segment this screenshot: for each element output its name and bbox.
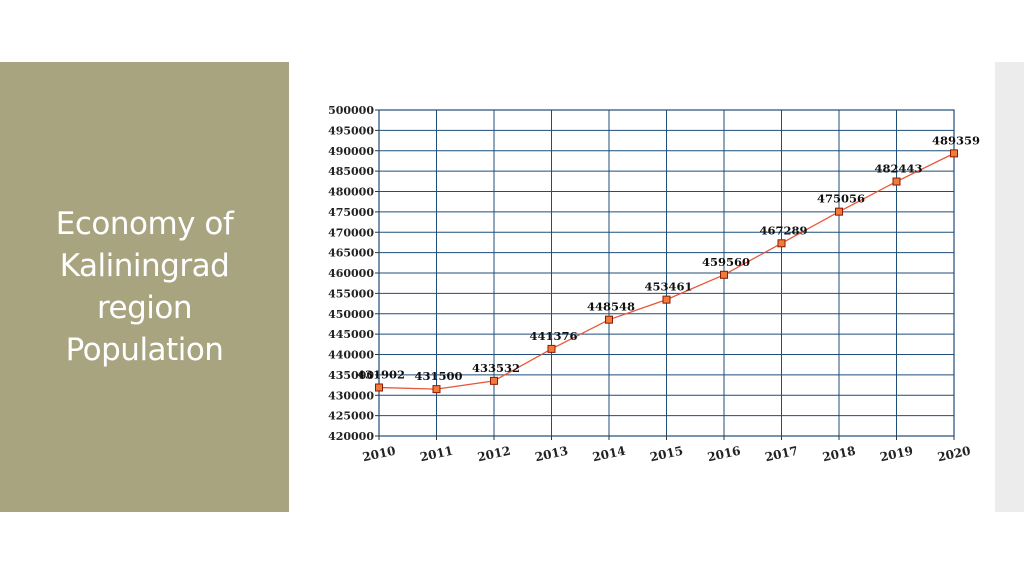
slide-title-line-2: Kaliningrad (59, 248, 230, 284)
data-point-label: 433532 (472, 361, 520, 375)
data-point-marker (835, 207, 843, 216)
y-tick-label: 485000 (328, 165, 374, 178)
y-tick-label: 475000 (328, 206, 374, 219)
data-point-label: 482443 (874, 162, 922, 176)
slide-title-line-1: Economy of (55, 206, 234, 242)
y-tick-label: 425000 (328, 410, 374, 423)
y-tick-label: 445000 (328, 328, 374, 341)
x-tick-label: 2010 (361, 444, 397, 465)
x-tick-label: 2019 (879, 444, 915, 465)
x-tick-label: 2014 (591, 444, 627, 465)
y-tick-label: 460000 (328, 267, 374, 280)
data-point-marker (432, 385, 441, 394)
population-chart: 420000 425000 430000 435000 440000 445000 4500… (300, 95, 980, 475)
x-tick-label: 2018 (821, 444, 857, 465)
data-point-label: 441376 (529, 329, 577, 343)
x-tick-label: 2011 (419, 444, 455, 465)
y-tick-label: 490000 (328, 145, 374, 158)
title-panel: Economy of Kaliningrad region Population (0, 62, 289, 512)
y-tick-label: 495000 (328, 124, 374, 137)
y-tick-label: 500000 (328, 104, 374, 117)
slide-title-line-4: Population (65, 332, 224, 368)
data-point-marker (547, 344, 556, 353)
slide-title: Economy of Kaliningrad region Population (56, 203, 234, 371)
data-point-label: 459560 (702, 255, 750, 269)
x-tick-label: 2020 (936, 444, 972, 465)
y-tick-label: 480000 (328, 186, 374, 199)
x-tick-label: 2016 (706, 444, 742, 465)
data-point-marker (777, 239, 786, 248)
y-tick-label: 430000 (328, 389, 374, 402)
x-tick-label: 2012 (476, 444, 512, 465)
data-point-label: 475056 (817, 192, 865, 206)
data-point-marker (720, 270, 728, 279)
slide-edge-strip (995, 62, 1024, 512)
x-tick-label: 2017 (764, 444, 800, 465)
y-tick-label: 420000 (328, 430, 374, 443)
y-tick-label: 450000 (328, 308, 374, 321)
data-point-label: 467289 (759, 223, 807, 237)
data-point-marker (375, 383, 383, 392)
data-point-marker (950, 149, 958, 158)
slide-title-line-3: region (96, 290, 193, 326)
data-point-marker (662, 295, 671, 304)
y-tick-label: 435000 (328, 369, 374, 382)
data-point-label: 448548 (587, 300, 635, 314)
data-point-label: 453461 (644, 280, 692, 294)
line-chart: 420000 425000 430000 435000 440000 445000 4500… (328, 104, 980, 465)
y-tick-label: 470000 (328, 226, 374, 239)
x-tick-label: 2015 (649, 444, 685, 465)
y-tick-label: 440000 (328, 349, 374, 362)
y-tick-label: 455000 (328, 287, 374, 300)
x-tick-label: 2013 (534, 444, 570, 465)
data-point-marker (892, 177, 901, 186)
data-point-label: 489359 (932, 133, 980, 147)
data-point-label: 431500 (414, 369, 462, 383)
data-point-label: 431902 (357, 367, 405, 381)
data-point-marker (605, 315, 613, 324)
data-point-marker (490, 376, 498, 385)
y-tick-label: 465000 (328, 247, 374, 260)
